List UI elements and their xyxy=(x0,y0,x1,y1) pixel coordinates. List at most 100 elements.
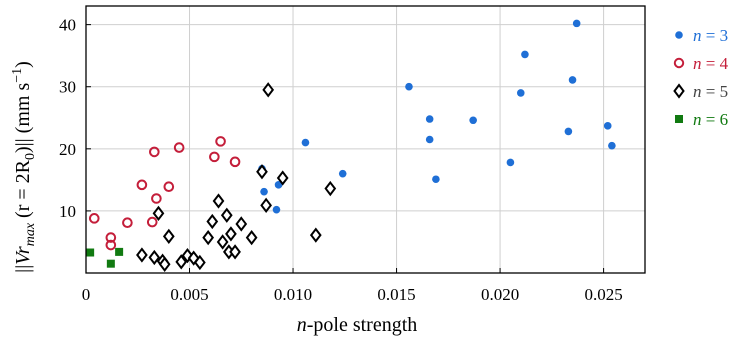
y-axis-title-bars: || xyxy=(12,265,34,273)
legend-label-n3: n = 3 xyxy=(693,26,728,45)
series-3 xyxy=(258,19,616,214)
data-point xyxy=(86,248,95,257)
legend-marker-n3 xyxy=(675,31,683,39)
data-point xyxy=(136,179,148,191)
data-point xyxy=(425,115,434,123)
data-point xyxy=(338,169,347,178)
y-axis-title-mid: (r = 2R xyxy=(12,159,34,223)
data-point xyxy=(158,256,171,272)
plot-frame xyxy=(85,5,646,274)
data-point xyxy=(194,254,206,271)
data-point xyxy=(260,187,268,196)
data-point xyxy=(152,205,165,222)
data-point xyxy=(163,181,175,192)
data-point xyxy=(173,142,185,153)
data-point xyxy=(206,213,219,230)
data-point xyxy=(215,136,226,147)
data-point xyxy=(309,227,322,243)
data-point xyxy=(274,181,283,189)
x-tick-label: 0.005 xyxy=(170,285,208,304)
grid xyxy=(86,6,645,273)
data-point xyxy=(572,19,581,28)
data-point xyxy=(245,229,258,246)
x-tick-label: 0.015 xyxy=(377,285,415,304)
data-point xyxy=(146,216,158,228)
data-point xyxy=(209,151,220,163)
y-axis-title-v: Vr xyxy=(12,246,34,265)
data-point xyxy=(106,259,115,268)
series-6 xyxy=(86,247,124,268)
x-axis-title-rest: -pole strength xyxy=(307,314,418,336)
x-tick-label: 0.025 xyxy=(584,285,622,304)
x-tick-label: 0 xyxy=(82,285,91,304)
legend-item-n5: n = 5 xyxy=(673,82,728,101)
x-axis-title-italic: n xyxy=(297,314,307,336)
y-tick-label: 10 xyxy=(59,202,76,221)
series-4 xyxy=(88,136,241,251)
legend-item-n6: n = 6 xyxy=(675,110,728,129)
data-point xyxy=(229,156,241,168)
y-axis-title-sub: max xyxy=(23,222,38,246)
data-point xyxy=(105,239,117,251)
data-point xyxy=(216,234,229,250)
legend-marker-n5 xyxy=(673,83,685,99)
data-point xyxy=(88,213,100,224)
data-point xyxy=(229,244,241,260)
data-point xyxy=(301,138,310,147)
data-point xyxy=(324,180,337,197)
legend: n = 3 n = 4 n = 5 n = 6 xyxy=(673,26,729,129)
legend-item-n3: n = 3 xyxy=(675,26,728,45)
data-point xyxy=(151,193,162,204)
data-point xyxy=(568,76,577,84)
data-point xyxy=(220,207,233,223)
data-point xyxy=(136,247,148,263)
data-point xyxy=(506,158,515,167)
x-tick-label: 0.020 xyxy=(481,285,519,304)
data-point xyxy=(122,217,133,229)
data-point xyxy=(225,226,237,242)
legend-marker-n6 xyxy=(675,115,683,123)
y-tick-label: 30 xyxy=(59,78,76,97)
y-axis-title: ||Vrmax (r = 2R0)|| (mm s−1) xyxy=(10,61,38,273)
data-point xyxy=(202,229,215,246)
data-point xyxy=(105,232,117,243)
legend-label-n5: n = 5 xyxy=(693,82,728,101)
data-point xyxy=(149,146,160,158)
series-5 xyxy=(136,82,337,272)
legend-marker-n4 xyxy=(673,57,685,69)
ticks: 0 0.005 0.010 0.015 0.020 0.025 10 20 30 40 xyxy=(59,16,623,304)
x-axis-title: n-pole strength xyxy=(297,314,418,336)
data-points xyxy=(86,19,616,272)
y-axis-title-close: )|| (mm s xyxy=(12,83,34,153)
data-point xyxy=(148,249,161,266)
data-point xyxy=(603,122,612,130)
data-point xyxy=(256,164,268,180)
data-point xyxy=(516,89,525,97)
data-point xyxy=(162,228,175,245)
y-axis-title-sup: −1 xyxy=(10,68,25,83)
data-point xyxy=(608,141,616,150)
data-point xyxy=(175,254,188,270)
data-point xyxy=(564,127,573,136)
data-point xyxy=(272,205,281,214)
data-point xyxy=(276,170,289,186)
data-point xyxy=(235,216,248,232)
data-point xyxy=(425,135,434,144)
data-point xyxy=(212,193,225,209)
data-point xyxy=(405,82,413,91)
x-tick-label: 0.010 xyxy=(274,285,312,304)
data-point xyxy=(521,50,529,59)
data-point xyxy=(115,247,124,256)
y-tick-label: 20 xyxy=(59,140,76,159)
y-tick-label: 40 xyxy=(59,16,76,35)
data-point xyxy=(469,116,477,125)
data-point xyxy=(432,175,440,184)
data-point xyxy=(260,197,272,213)
data-point xyxy=(262,82,275,98)
legend-label-n4: n = 4 xyxy=(693,54,729,73)
legend-label-n6: n = 6 xyxy=(693,110,728,129)
legend-item-n4: n = 4 xyxy=(673,54,729,73)
y-axis-title-sub0: 0 xyxy=(23,153,38,160)
